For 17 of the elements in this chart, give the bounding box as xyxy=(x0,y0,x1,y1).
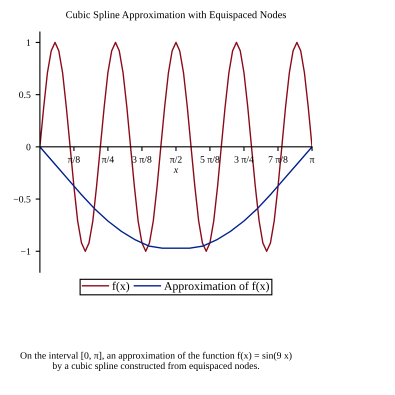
x-tick-label: 3 π/8 xyxy=(132,156,152,163)
line-series xyxy=(40,42,312,252)
text: On the interval [0, π], an approximation of the function f(x) = sin(9 x) by a cubic spline constructed from equispaced nodes. xyxy=(20,352,292,372)
x-tick-label: 5 π/8 xyxy=(200,156,220,163)
y-tick-label: 0 xyxy=(26,144,30,150)
legend-label: f(x) xyxy=(112,282,130,292)
chart-title: Cubic Spline Approximation with Equispaced Nodes xyxy=(66,10,286,20)
y-tick-label: 0.5 xyxy=(19,92,30,98)
x-tick-label: π xyxy=(310,158,314,163)
x-tick-label: π/4 xyxy=(102,156,114,163)
x-axis-title: x xyxy=(174,168,178,173)
line-series xyxy=(40,146,312,249)
x-tick-label: π/2 xyxy=(170,156,182,163)
y-tick-label: 1 xyxy=(26,39,30,46)
y-tick-label: −1 xyxy=(21,248,30,255)
y-tick-label: −0.5 xyxy=(14,196,30,203)
legend-label: Approximation of f(x) xyxy=(164,282,269,292)
